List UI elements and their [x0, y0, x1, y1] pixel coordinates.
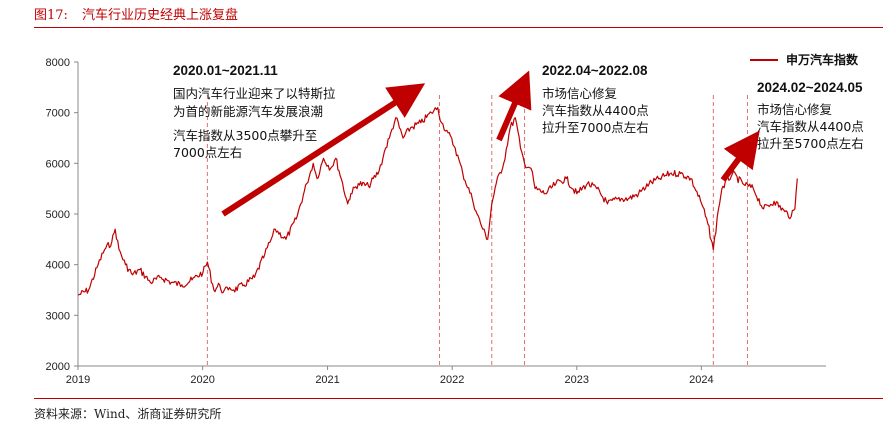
- annotation-line: 7000点左右: [173, 145, 242, 160]
- legend: 申万汽车指数: [750, 52, 859, 67]
- source-note: 资料来源：Wind、浙商证券研究所: [34, 407, 222, 421]
- trend-arrows: [221, 70, 760, 217]
- annotation-2022: 2022.04~2022.08 市场信心修复 汽车指数从4400点 拉升至700…: [542, 63, 649, 135]
- x-tick-label: 2022: [440, 374, 464, 386]
- annotation-line: 国内汽车行业迎来了以特斯拉: [173, 86, 336, 101]
- annotation-line: 拉升至7000点左右: [542, 120, 649, 135]
- annotation-line: 市场信心修复: [757, 102, 833, 117]
- annotation-heading: 2024.02~2024.05: [757, 80, 863, 95]
- annotation-heading: 2020.01~2021.11: [173, 63, 278, 78]
- annotation-line: 拉升至5700点左右: [757, 136, 864, 151]
- title-rule: [34, 27, 883, 28]
- y-tick-label: 3000: [46, 310, 70, 322]
- trend-arrow: [221, 83, 426, 217]
- y-tick-label: 6000: [46, 158, 70, 170]
- figure-title: 图17: 汽车行业历史经典上涨复盘: [34, 4, 238, 23]
- axes: 2000 3000 4000 5000 6000 7000 8000 2019 2020 2021…: [46, 57, 826, 386]
- y-tick-label: 8000: [46, 57, 70, 69]
- series-layer: [77, 106, 798, 296]
- x-tick-label: 2019: [66, 374, 90, 386]
- figure-title-text: 汽车行业历史经典上涨复盘: [81, 8, 238, 23]
- figure-number: 图17:: [34, 8, 68, 23]
- annotation-2024: 2024.02~2024.05 市场信心修复 汽车指数从4400点 拉升至570…: [757, 80, 864, 151]
- annotation-line: 市场信心修复: [542, 86, 618, 101]
- annotation-line: 为首的新能源汽车发展浪潮: [173, 104, 323, 119]
- x-tick-label: 2020: [190, 374, 214, 386]
- x-tick-label: 2021: [315, 374, 339, 386]
- source-rule: [34, 398, 883, 399]
- y-tick-label: 4000: [46, 260, 70, 272]
- legend-label: 申万汽车指数: [786, 52, 859, 67]
- annotation-line: 汽车指数从4400点: [757, 119, 864, 134]
- series-line: [77, 106, 798, 296]
- period-markers: [206, 95, 748, 366]
- y-tick-label: 7000: [46, 108, 70, 120]
- annotation-heading: 2022.04~2022.08: [542, 63, 648, 78]
- trend-arrow: [720, 130, 760, 182]
- y-tick-label: 2000: [46, 361, 70, 373]
- y-tick-label: 5000: [46, 209, 70, 221]
- x-tick-label: 2023: [565, 374, 589, 386]
- annotation-line: 汽车指数从4400点: [542, 103, 649, 118]
- trend-arrow: [496, 70, 532, 142]
- annotation-line: 汽车指数从3500点攀升至: [173, 128, 317, 143]
- annotation-2020-2021: 2020.01~2021.11 国内汽车行业迎来了以特斯拉 为首的新能源汽车发展…: [173, 63, 336, 160]
- x-tick-label: 2024: [689, 374, 713, 386]
